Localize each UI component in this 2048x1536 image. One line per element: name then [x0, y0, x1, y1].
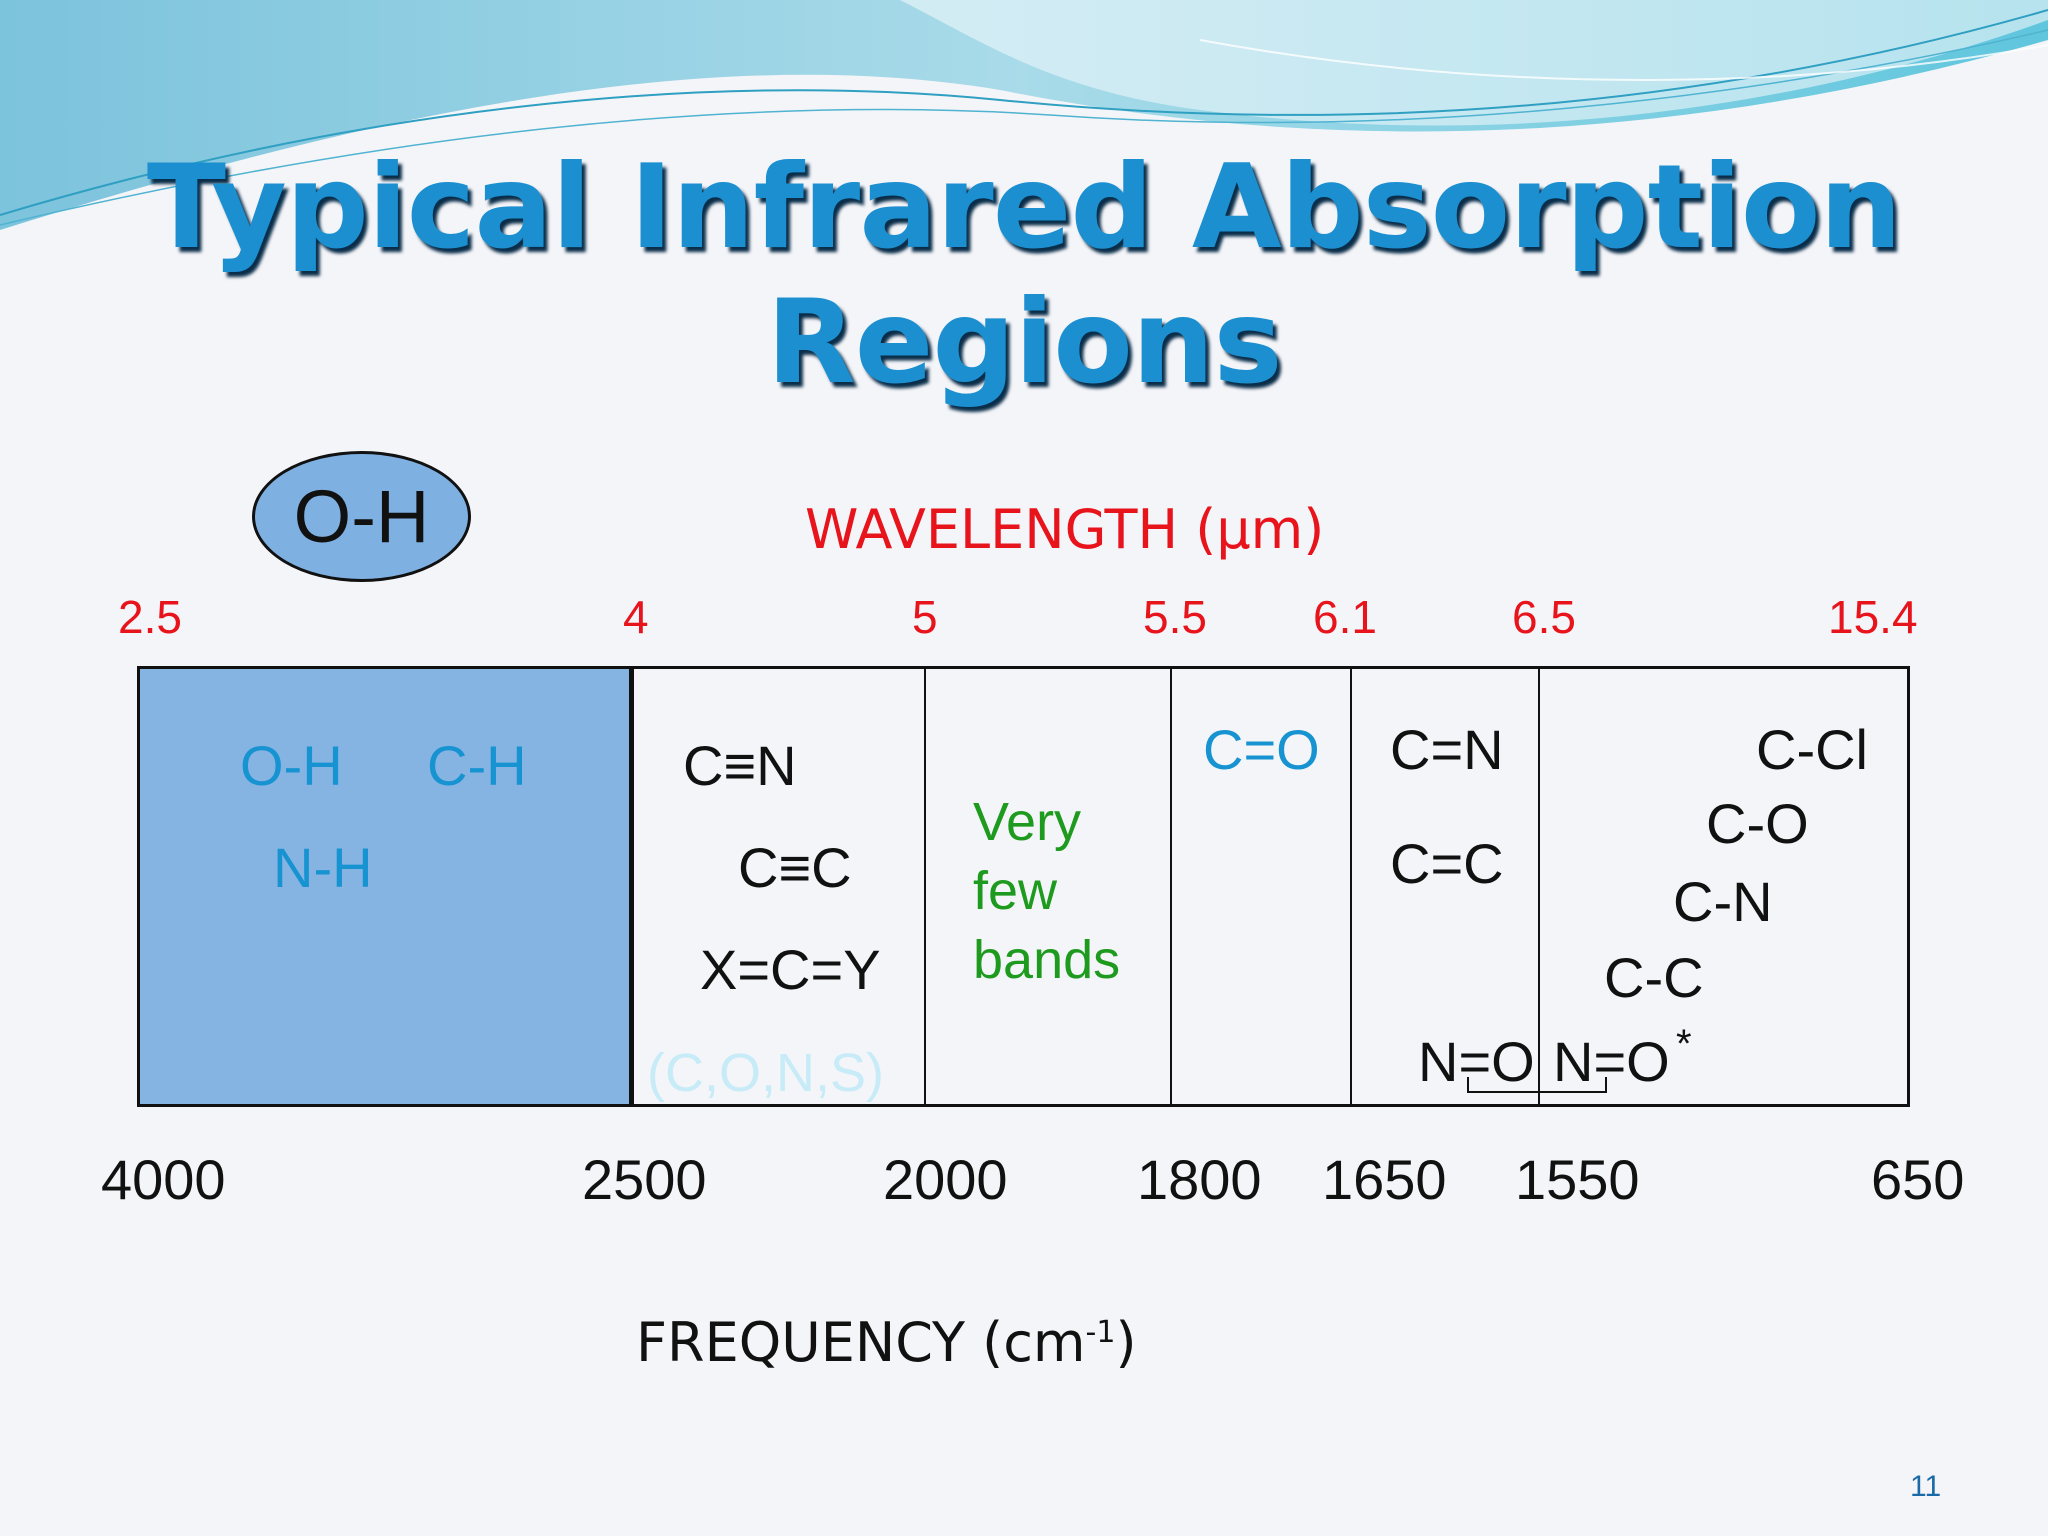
bond-cn-double: C=N: [1390, 718, 1504, 781]
bond-c-cl: C-Cl: [1756, 718, 1868, 781]
region-divider-1550: [1538, 666, 1540, 1107]
bond-xcy: X=C=Y: [700, 938, 881, 1001]
frequency-label-close: ): [1115, 1311, 1137, 1374]
oh-highlight-label: O-H: [293, 475, 430, 558]
region-divider-2000: [924, 666, 926, 1107]
frequency-label-exponent: -1: [1085, 1315, 1116, 1350]
bond-c-n-single: C-N: [1673, 870, 1773, 933]
title-line-2: Regions: [766, 275, 1282, 410]
region-divider-2500: [629, 666, 634, 1107]
wavelength-tick-6-5: 6.5: [1512, 591, 1576, 643]
wavelength-tick-15-4: 15.4: [1828, 591, 1918, 643]
header-wave-decoration: [0, 0, 2048, 230]
bond-nitroso: N=O: [1418, 1030, 1535, 1093]
slide-number: 11: [1910, 1470, 1942, 1503]
frequency-tick-4000: 4000: [101, 1148, 226, 1211]
frequency-axis-label: FREQUENCY (cm-1): [636, 1316, 1137, 1370]
wavelength-tick-5: 5: [912, 591, 938, 643]
cumulene-atoms-note: (C,O,N,S): [647, 1043, 884, 1103]
frequency-tick-1650: 1650: [1322, 1148, 1447, 1211]
bond-carbonyl: C=O: [1203, 718, 1320, 781]
bond-c-o-single: C-O: [1706, 792, 1809, 855]
title-line-1: Typical Infrared Absorption: [146, 140, 1902, 275]
frequency-tick-1550: 1550: [1515, 1148, 1640, 1211]
region-divider-1800: [1170, 666, 1172, 1107]
bond-c-c-single: C-C: [1604, 946, 1704, 1009]
bond-cn-triple: C≡N: [683, 734, 797, 797]
very-few-bands-line-3: bands: [973, 930, 1121, 990]
frequency-label-main: FREQUENCY (cm: [636, 1311, 1086, 1374]
absorption-chart-frame: [137, 666, 1910, 1107]
very-few-bands-line-1: Very: [973, 792, 1082, 852]
oh-highlight-badge: O-H: [252, 451, 471, 582]
bond-cc-triple: C≡C: [738, 836, 852, 899]
bond-nitro: N=O: [1553, 1030, 1670, 1093]
frequency-tick-2000: 2000: [883, 1148, 1008, 1211]
frequency-tick-650: 650: [1871, 1148, 1965, 1211]
frequency-tick-1800: 1800: [1137, 1148, 1262, 1211]
wavelength-tick-2-5: 2.5: [118, 591, 182, 643]
wavelength-axis-label: WAVELENGTH (µm): [805, 498, 1325, 561]
wavelength-tick-4: 4: [623, 591, 649, 643]
bond-ch: C-H: [427, 734, 527, 797]
region-xh-stretch: [137, 666, 630, 1107]
nitro-asterisk: *: [1676, 1022, 1692, 1066]
bond-oh: O-H: [240, 734, 343, 797]
very-few-bands-line-2: few: [973, 861, 1058, 921]
bond-nh: N-H: [273, 836, 373, 899]
bond-cc-double: C=C: [1390, 832, 1504, 895]
wavelength-tick-5-5: 5.5: [1143, 591, 1207, 643]
region-divider-1650: [1350, 666, 1352, 1107]
frequency-tick-2500: 2500: [582, 1148, 707, 1211]
wavelength-tick-6-1: 6.1: [1313, 591, 1377, 643]
